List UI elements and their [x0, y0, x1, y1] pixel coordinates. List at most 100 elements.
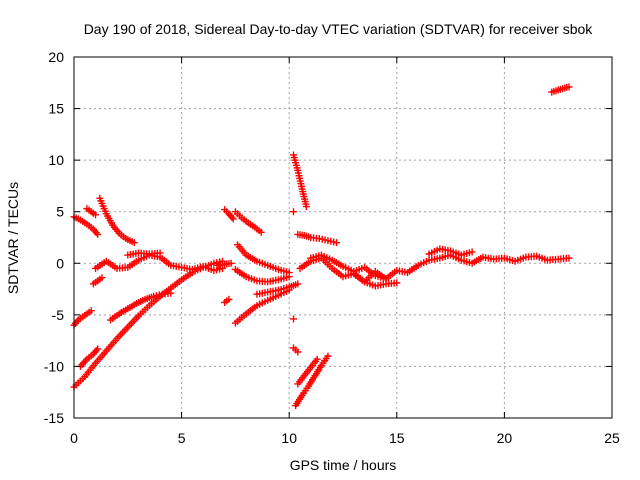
y-tick-label: 15 [48, 101, 64, 117]
data-point [225, 260, 233, 268]
x-tick-label: 15 [389, 430, 405, 446]
data-point [89, 209, 97, 217]
data-point [143, 304, 151, 312]
tick-layer [73, 56, 613, 419]
series-track-u [292, 352, 332, 410]
data-point [111, 263, 119, 271]
data-point [223, 208, 231, 216]
data-point [337, 271, 345, 279]
data-point [290, 315, 298, 323]
data-point [175, 263, 183, 271]
data-point [305, 259, 313, 267]
data-point [165, 286, 173, 294]
data-point [81, 219, 89, 227]
data-point [261, 260, 269, 268]
data-point [563, 83, 571, 91]
series-track-e [70, 257, 226, 391]
series-track-p [253, 280, 302, 298]
data-point [321, 236, 329, 244]
series-track-zd [548, 83, 573, 96]
data-point [119, 233, 127, 241]
chart-title: Day 190 of 2018, Sidereal Day-to-day VTE… [84, 21, 594, 37]
data-point [139, 296, 147, 304]
data-point [79, 375, 87, 383]
data-point [100, 349, 108, 357]
data-point [111, 337, 119, 345]
data-point [133, 314, 141, 322]
data-point [326, 262, 334, 270]
data-point [272, 293, 280, 301]
data-point [312, 357, 320, 365]
data-point [337, 261, 345, 269]
data-point [164, 290, 172, 298]
data-point [130, 301, 138, 309]
data-point [85, 308, 93, 316]
x-tick-label: 0 [70, 430, 78, 446]
data-point [297, 182, 305, 190]
data-point [107, 219, 115, 227]
data-point [283, 273, 291, 281]
data-point [90, 362, 98, 370]
y-tick-labels: -15 -10 -5 0 5 10 15 20 [44, 49, 64, 426]
data-point [250, 276, 258, 284]
data-point [114, 227, 122, 235]
data-point [147, 293, 155, 301]
x-tick-label: 5 [178, 430, 186, 446]
series-track-j [124, 249, 164, 259]
data-point [155, 291, 163, 299]
data-point [369, 270, 377, 278]
data-point [391, 268, 399, 276]
y-tick-label: 20 [48, 49, 64, 65]
y-tick-label: -10 [44, 358, 64, 374]
series-track-f [107, 289, 175, 324]
x-tick-label: 20 [497, 430, 513, 446]
data-point [81, 357, 89, 365]
data-point [249, 222, 257, 230]
data-point [87, 224, 95, 232]
x-tick-label: 25 [604, 430, 620, 446]
series-track-zc [425, 245, 476, 259]
data-point [242, 217, 250, 225]
data-point [519, 254, 527, 262]
series-track-g [89, 274, 106, 288]
series-track-w [290, 344, 302, 356]
series-track-a [70, 213, 102, 238]
data-point [541, 255, 549, 263]
data-point [298, 231, 306, 239]
data-point [122, 306, 130, 314]
y-tick-label: 0 [56, 255, 64, 271]
data-point [113, 311, 121, 319]
data-point [223, 297, 231, 305]
data-point [240, 271, 248, 279]
y-tick-label: -5 [52, 307, 65, 323]
x-tick-labels: 0 5 10 15 20 25 [70, 430, 620, 446]
series-track-q [221, 295, 233, 306]
data-point [261, 289, 269, 297]
data-point [228, 213, 236, 221]
series-track-r [214, 259, 235, 269]
data-point [297, 393, 305, 401]
series-track-m [234, 241, 293, 277]
data-point [293, 164, 301, 172]
data-point [292, 346, 300, 354]
data-point [305, 366, 313, 374]
data-point [559, 85, 567, 93]
plot-frame [73, 56, 613, 419]
data-point [302, 200, 310, 208]
data-point [310, 374, 318, 382]
data-point [290, 208, 298, 216]
series-track-c [96, 194, 138, 247]
data-point [255, 227, 263, 235]
data-point [330, 238, 338, 246]
data-point [74, 215, 82, 223]
grid-layer [74, 57, 612, 418]
data-point [153, 249, 161, 257]
data-point [283, 284, 291, 292]
series-track-v [294, 355, 321, 388]
data-point [240, 312, 248, 320]
y-axis-label: SDTVAR / TECUs [5, 182, 21, 294]
data-point [272, 287, 280, 295]
data-point [121, 264, 129, 272]
data-point [92, 229, 100, 237]
